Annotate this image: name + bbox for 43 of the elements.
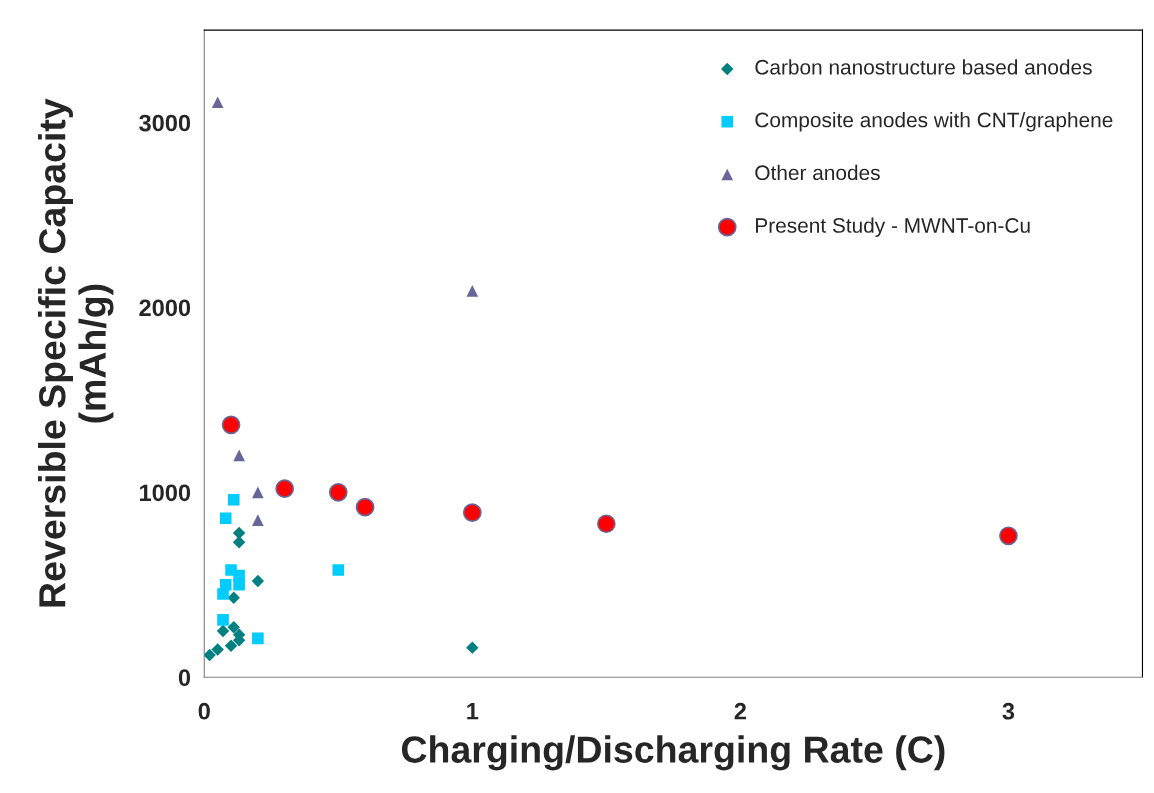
point <box>232 526 246 540</box>
x-tick-label: 0 <box>198 702 210 720</box>
point <box>233 449 245 462</box>
legend-label: Composite anodes with CNT/graphene <box>755 112 1113 132</box>
point <box>211 96 224 109</box>
point <box>275 479 295 498</box>
point <box>466 641 479 654</box>
point <box>328 483 348 502</box>
point <box>597 514 616 534</box>
x-tick-label: 2 <box>734 702 746 720</box>
legend-label: Other anodes <box>755 164 880 181</box>
point <box>232 536 246 549</box>
y-tick-label: 3000 <box>139 114 191 132</box>
x-tick-label: 3 <box>1002 702 1015 720</box>
point <box>219 512 232 525</box>
point <box>252 486 264 499</box>
point <box>466 285 479 297</box>
point <box>252 514 264 526</box>
point <box>462 503 482 523</box>
point <box>211 643 224 656</box>
point <box>217 614 229 626</box>
legend-label: Carbon nanostructure based anodes <box>755 59 1092 75</box>
x-tick-label: 1 <box>467 703 479 720</box>
point <box>204 648 216 662</box>
y-axis-title: Reversible Specific Capacity (mAh/g) <box>38 98 114 607</box>
point <box>252 632 264 645</box>
y-tick-label: 1000 <box>140 484 191 502</box>
y-tick-label: 2000 <box>139 299 191 317</box>
point <box>233 578 245 591</box>
point <box>227 621 240 634</box>
point <box>227 493 240 506</box>
x-axis-title: Charging/Discharging Rate (C) <box>401 735 945 771</box>
point <box>216 624 230 638</box>
point <box>999 526 1018 546</box>
point <box>217 588 229 600</box>
y-tick-label: 0 <box>178 669 191 687</box>
point <box>224 639 238 652</box>
legend-label: Present Study - MWNT-on-Cu <box>756 217 1030 237</box>
point <box>227 591 240 604</box>
point <box>221 415 241 435</box>
point <box>332 564 345 576</box>
point <box>251 574 265 588</box>
point <box>355 497 375 517</box>
